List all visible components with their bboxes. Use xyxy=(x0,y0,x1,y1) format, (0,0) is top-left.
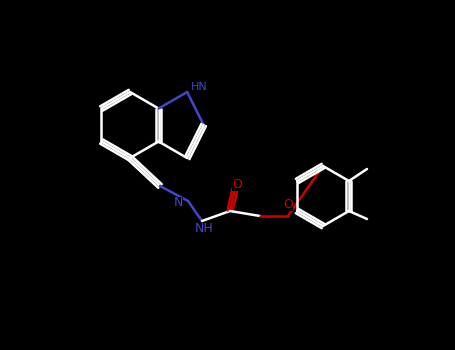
Text: O: O xyxy=(283,197,293,210)
Text: O: O xyxy=(232,177,242,190)
Text: N: N xyxy=(174,196,183,210)
Text: HN: HN xyxy=(191,82,208,92)
Text: NH: NH xyxy=(195,223,213,236)
